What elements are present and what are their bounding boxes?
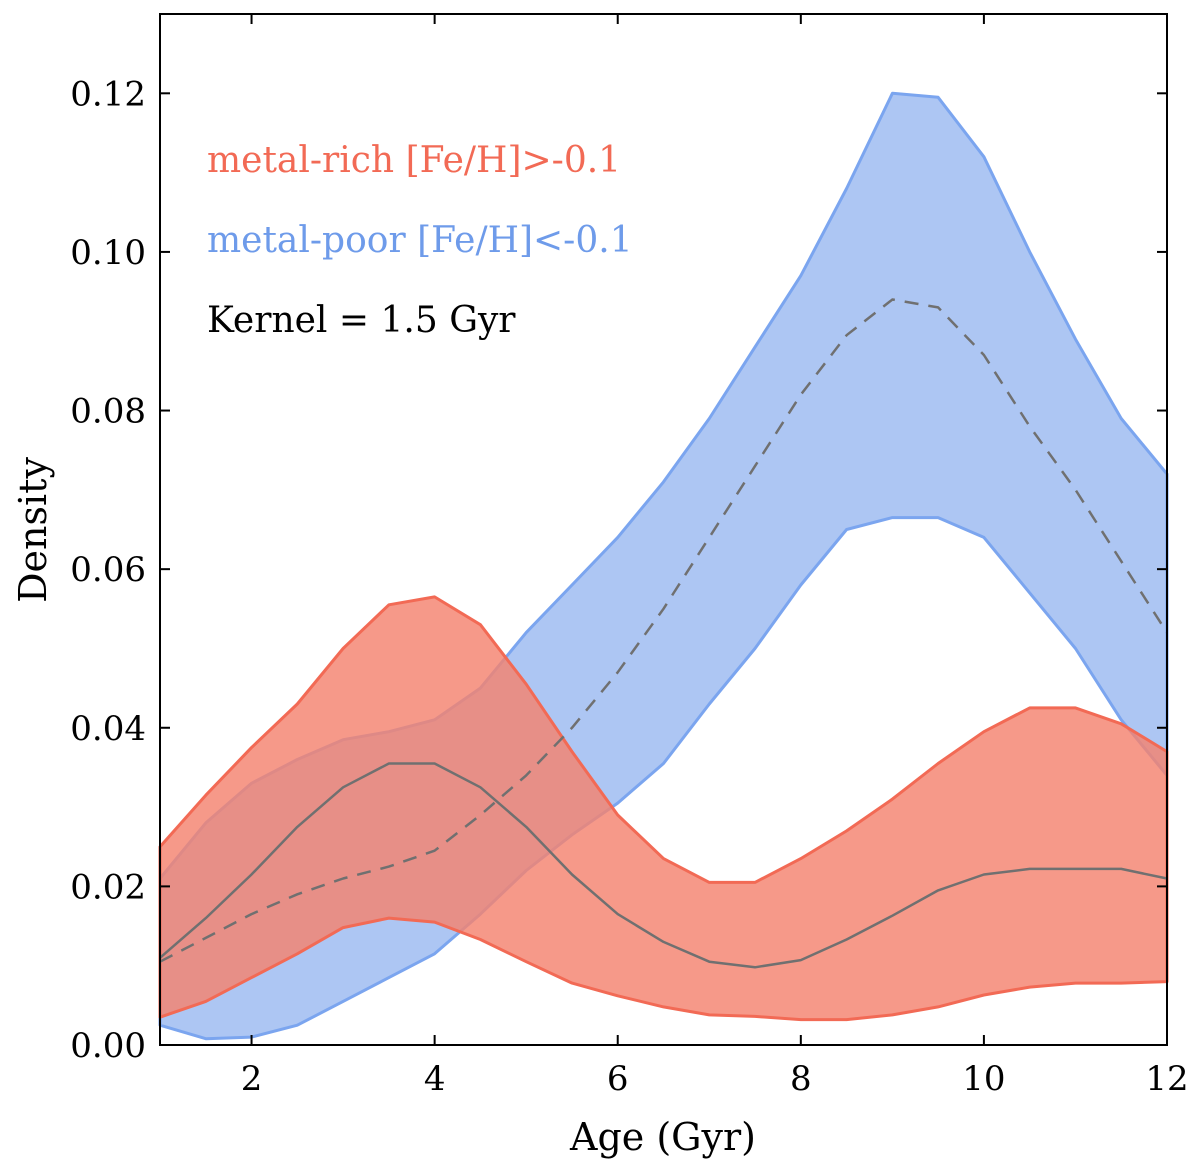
x-tick-label: 8 [790,1059,812,1099]
kernel-annotation: Kernel = 1.5 Gyr [207,300,516,341]
x-tick-label: 12 [1145,1059,1188,1099]
x-tick-label: 4 [424,1059,446,1099]
median-lines-layer [159,298,1169,969]
legend-metal-poor: metal-poor [Fe/H]<-0.1 [207,220,633,261]
x-tick-label: 10 [962,1059,1005,1099]
x-axis-title: Age (Gyr) [569,1115,756,1159]
metal-poor-median-line [159,298,1169,963]
metal-rich-median-line [159,762,1168,969]
tick-labels-layer: 2 4 6 8 10 12 0.00 0.02 0.04 0.06 0.08 0.10 0.12 [70,74,1188,1099]
ticks-layer [160,14,1168,1046]
legend-metal-rich: metal-rich [Fe/H]>-0.1 [207,140,621,181]
x-tick-label: 6 [607,1059,629,1099]
y-tick-label: 0.00 [70,1026,146,1066]
y-tick-label: 0.02 [70,867,146,907]
y-tick-label: 0.12 [70,74,146,114]
bands-layer [158,91,1169,1041]
y-tick-label: 0.08 [70,392,146,432]
plot-frame [159,13,1168,1046]
y-axis-title: Density [11,457,55,603]
y-tick-label: 0.04 [70,709,146,749]
y-tick-label: 0.06 [70,550,146,590]
y-tick-label: 0.10 [70,233,146,273]
x-tick-label: 2 [241,1059,263,1099]
